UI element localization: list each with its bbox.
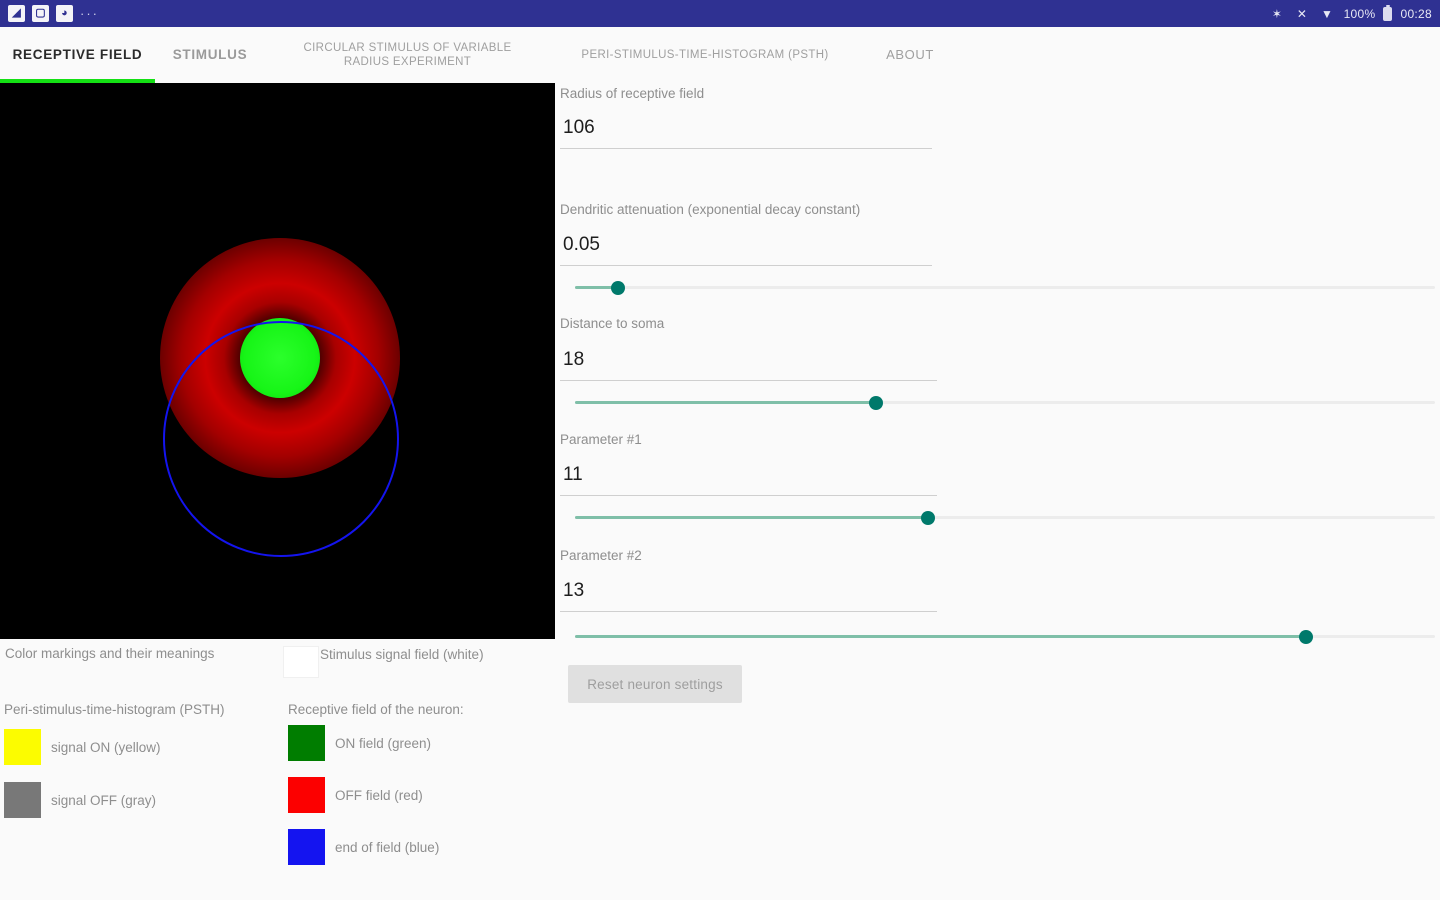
input-parameter-1[interactable] [560, 458, 937, 496]
slider-dendritic-attenuation[interactable] [575, 278, 1435, 298]
camera-icon: ▢ [32, 5, 49, 22]
legend-psth-title: Peri-stimulus-time-histogram (PSTH) [4, 702, 225, 717]
app-icon: ◢ [8, 5, 25, 22]
legend-item-off-field: OFF field (red) [288, 777, 423, 813]
slider-thumb[interactable] [1299, 630, 1313, 644]
legend-panel: Color markings and their meanings Peri-s… [0, 639, 555, 900]
input-dendritic-attenuation[interactable] [560, 228, 932, 266]
input-radius-of-receptive-field[interactable] [560, 111, 932, 149]
clock-icon: ◕ [56, 5, 73, 22]
more-dots-icon[interactable]: ··· [80, 6, 99, 21]
label-distance-to-soma: Distance to soma [560, 316, 665, 331]
slider-fill [575, 635, 1306, 638]
clock-label: 00:28 [1400, 6, 1432, 21]
tab-about[interactable]: ABOUT [886, 46, 934, 62]
legend-item-label: ON field (green) [335, 735, 432, 751]
bluetooth-icon: ✶ [1271, 6, 1283, 21]
label-radius-of-receptive-field: Radius of receptive field [560, 86, 705, 101]
tab-bar: RECEPTIVE FIELD STIMULUS CIRCULAR STIMUL… [0, 27, 1440, 83]
swatch-blue-icon [288, 829, 325, 865]
legend-item-label: end of field (blue) [335, 839, 440, 855]
tab-psth[interactable]: PERI-STIMULUS-TIME-HISTOGRAM (PSTH) [581, 48, 829, 61]
legend-item-label: signal OFF (gray) [51, 792, 157, 808]
legend-title: Color markings and their meanings [5, 646, 215, 661]
swatch-gray-icon [4, 782, 41, 818]
label-dendritic-attenuation: Dendritic attenuation (exponential decay… [560, 202, 861, 217]
legend-item-end-of-field: end of field (blue) [288, 829, 439, 865]
legend-item-on-field: ON field (green) [288, 725, 431, 761]
wifi-icon: ▼ [1320, 6, 1334, 21]
legend-item-label: OFF field (red) [335, 787, 423, 803]
controls-panel: Radius of receptive field Dendritic atte… [555, 83, 1440, 900]
tab-stimulus[interactable]: STIMULUS [172, 46, 248, 62]
slider-track [575, 286, 1435, 289]
status-bar-left-icons: ◢ ▢ ◕ ··· [8, 5, 99, 22]
tab-receptive-field[interactable]: RECEPTIVE FIELD [12, 46, 143, 62]
battery-icon [1383, 4, 1393, 21]
slider-parameter-2[interactable] [575, 627, 1435, 647]
slider-thumb[interactable] [920, 511, 935, 525]
android-status-bar: ◢ ▢ ◕ ··· ✶ ✕ ▼ 100% 00:28 [0, 0, 1440, 27]
receptive-field-canvas[interactable] [0, 83, 555, 639]
legend-item-signal-on: signal ON (yellow) [4, 729, 161, 765]
legend-receptive-field-title: Receptive field of the neuron: [288, 702, 464, 717]
input-distance-to-soma[interactable] [560, 343, 937, 381]
slider-thumb[interactable] [611, 281, 625, 295]
label-parameter-2: Parameter #2 [560, 548, 642, 563]
tab-circular-stimulus-experiment[interactable]: CIRCULAR STIMULUS OF VARIABLE RADIUS EXP… [303, 41, 512, 68]
legend-item-label: signal ON (yellow) [51, 739, 161, 755]
slider-distance-to-soma[interactable] [575, 393, 1435, 413]
swatch-red-icon [288, 777, 325, 813]
active-tab-indicator [0, 79, 155, 83]
slider-track [575, 401, 1435, 404]
legend-item-signal-off: signal OFF (gray) [4, 782, 156, 818]
input-parameter-2[interactable] [560, 574, 937, 612]
slider-fill [575, 516, 928, 519]
end-of-field-boundary-circle [163, 321, 399, 557]
legend-item-stimulus-signal-field: Stimulus signal field (white) [320, 647, 484, 662]
slider-thumb[interactable] [869, 396, 883, 410]
slider-parameter-1[interactable] [575, 508, 1435, 528]
slider-track [575, 516, 1435, 519]
swatch-green-icon [288, 725, 325, 761]
slider-fill [575, 401, 876, 404]
swatch-yellow-icon [4, 729, 41, 765]
slider-fill [575, 286, 618, 289]
status-bar-right-icons: ✶ ✕ ▼ 100% 00:28 [1269, 4, 1432, 22]
swatch-white-icon [283, 646, 319, 678]
reset-neuron-settings-button[interactable]: Reset neuron settings [568, 665, 742, 703]
label-parameter-1: Parameter #1 [560, 432, 642, 447]
battery-percent-label: 100% [1343, 6, 1376, 21]
mute-icon: ✕ [1296, 6, 1308, 21]
